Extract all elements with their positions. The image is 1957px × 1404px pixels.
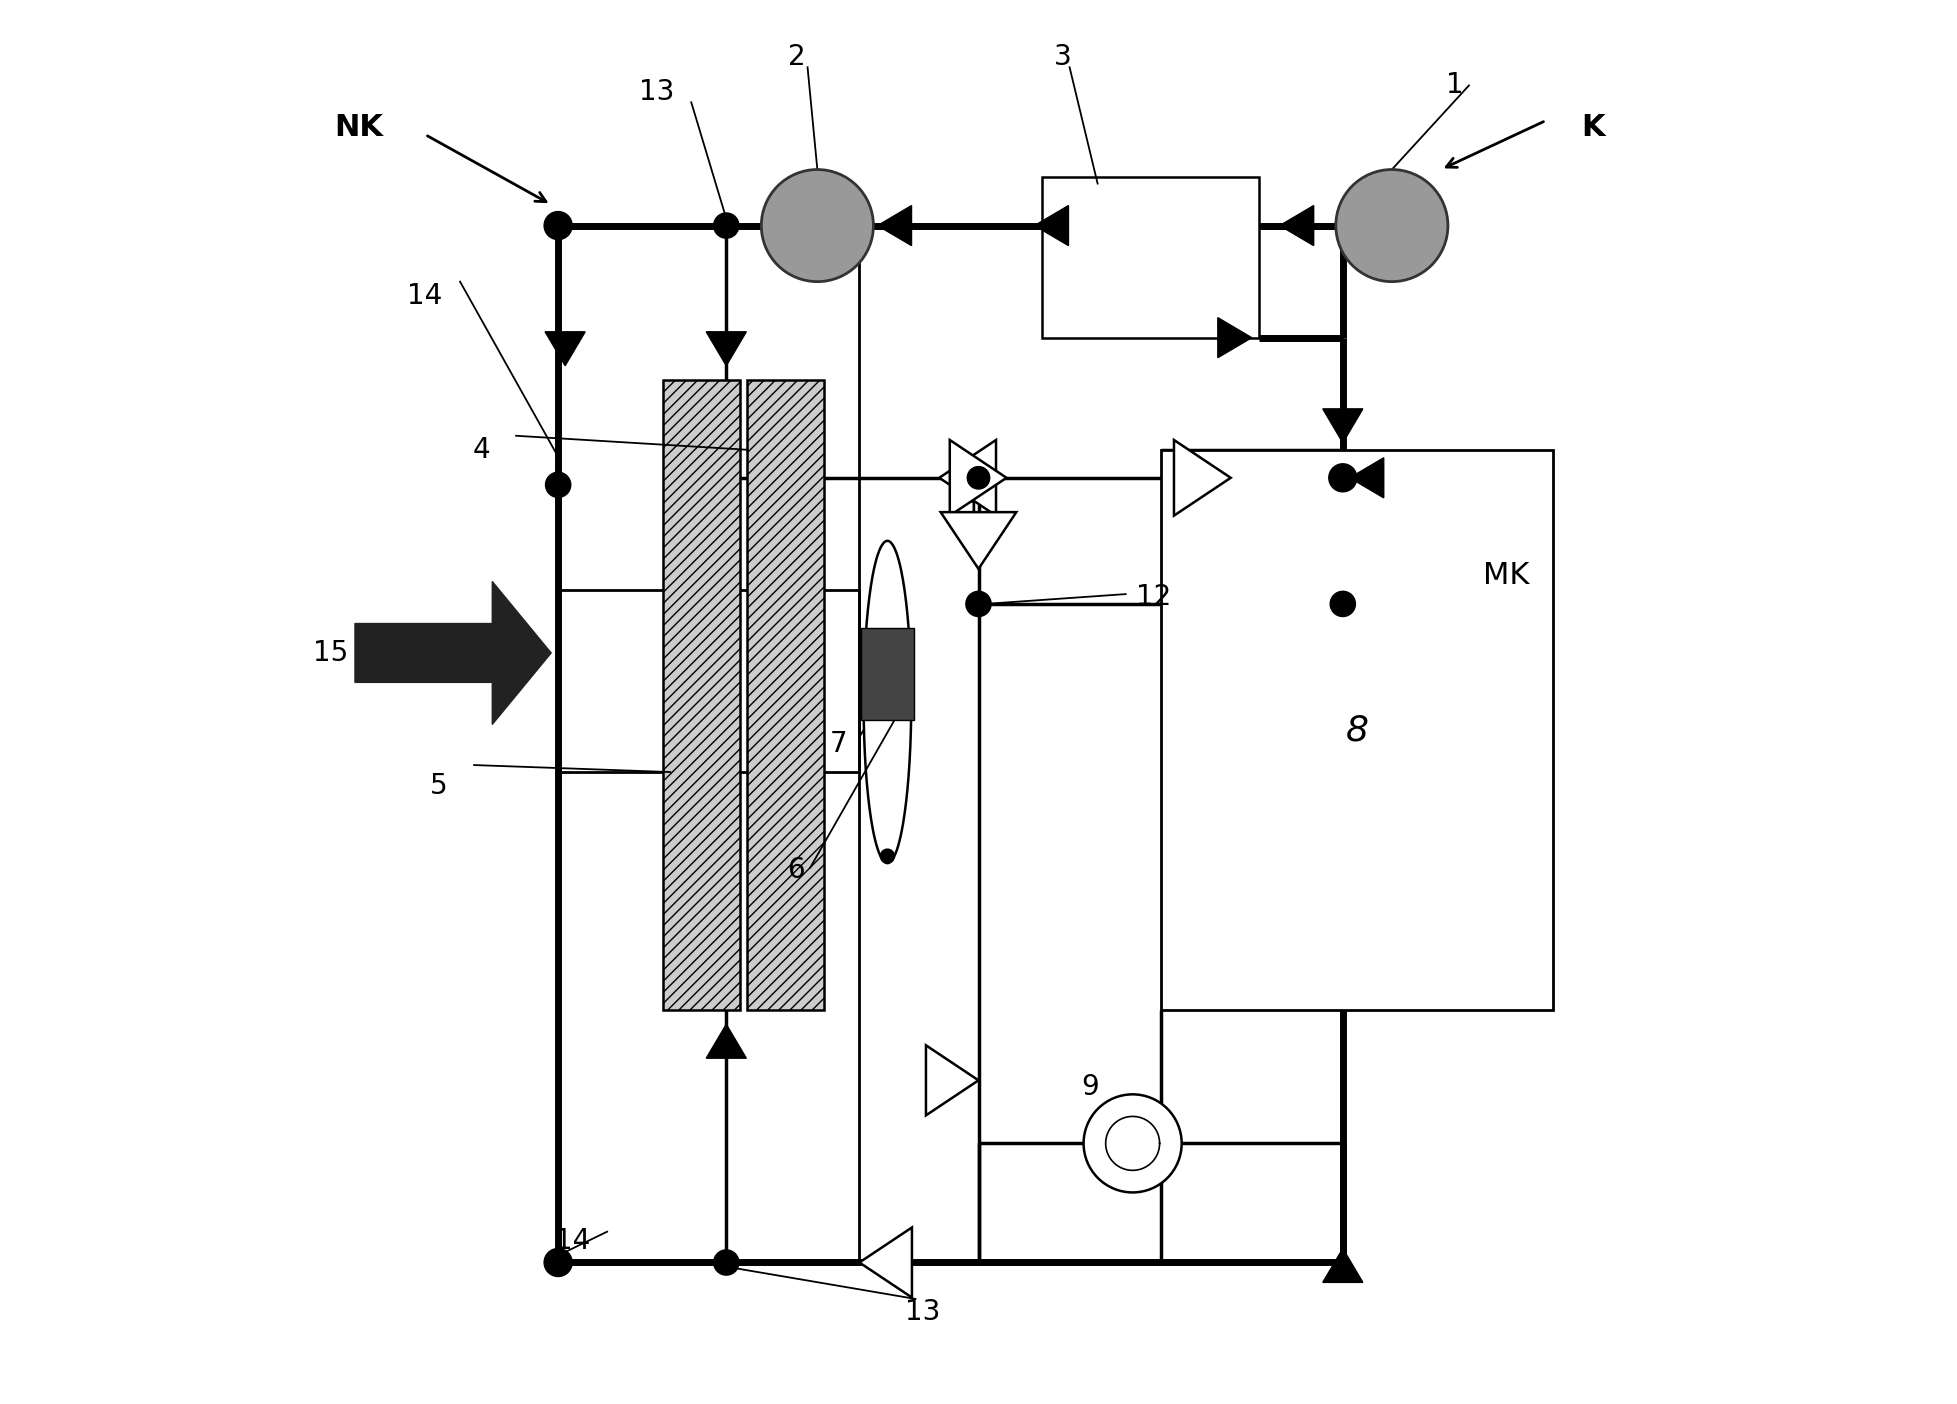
Text: K: K [1581, 112, 1605, 142]
Bar [663, 379, 740, 1011]
Circle shape [714, 1250, 740, 1275]
Circle shape [546, 472, 571, 497]
Polygon shape [1174, 439, 1231, 515]
Circle shape [881, 849, 894, 863]
Circle shape [1329, 463, 1356, 491]
Bar [1041, 177, 1258, 338]
Circle shape [967, 591, 990, 616]
Bar [558, 590, 859, 772]
Circle shape [761, 170, 873, 282]
Text: 14: 14 [407, 282, 442, 310]
Text: 1: 1 [1446, 72, 1464, 100]
Polygon shape [1350, 458, 1384, 498]
Polygon shape [926, 1046, 978, 1115]
Polygon shape [949, 439, 1006, 515]
Polygon shape [354, 581, 552, 724]
Text: 13: 13 [904, 1297, 939, 1325]
Circle shape [1337, 170, 1448, 282]
Text: 9: 9 [1082, 1073, 1100, 1101]
Bar [861, 629, 914, 719]
Bar [1161, 449, 1554, 1011]
Polygon shape [877, 205, 912, 246]
Polygon shape [939, 439, 996, 515]
Text: 13: 13 [638, 79, 673, 107]
Polygon shape [1035, 205, 1069, 246]
Text: 6: 6 [787, 856, 804, 885]
Text: 8: 8 [1344, 713, 1368, 747]
Circle shape [1084, 1094, 1182, 1192]
Circle shape [967, 466, 990, 489]
Text: 11: 11 [947, 498, 982, 526]
Text: 14: 14 [554, 1227, 589, 1255]
Polygon shape [859, 1227, 912, 1297]
Text: 15: 15 [313, 639, 348, 667]
Polygon shape [1323, 1248, 1362, 1282]
Polygon shape [706, 1025, 746, 1059]
Text: 5: 5 [431, 772, 448, 800]
Text: 12: 12 [1135, 583, 1172, 611]
Polygon shape [1323, 409, 1362, 442]
Circle shape [544, 212, 571, 240]
Polygon shape [1217, 317, 1252, 358]
Text: 3: 3 [1053, 44, 1070, 72]
Polygon shape [706, 331, 746, 365]
Polygon shape [941, 512, 1016, 569]
Bar [558, 226, 859, 1262]
Text: 2: 2 [787, 44, 804, 72]
Polygon shape [546, 331, 585, 365]
Bar [748, 379, 824, 1011]
Circle shape [544, 1248, 571, 1276]
Text: 4: 4 [472, 435, 489, 463]
Text: MK: MK [1483, 562, 1528, 591]
Circle shape [1331, 591, 1356, 616]
Text: 7: 7 [830, 730, 847, 758]
Circle shape [714, 213, 740, 239]
Polygon shape [1280, 205, 1313, 246]
Text: NK: NK [335, 112, 384, 142]
